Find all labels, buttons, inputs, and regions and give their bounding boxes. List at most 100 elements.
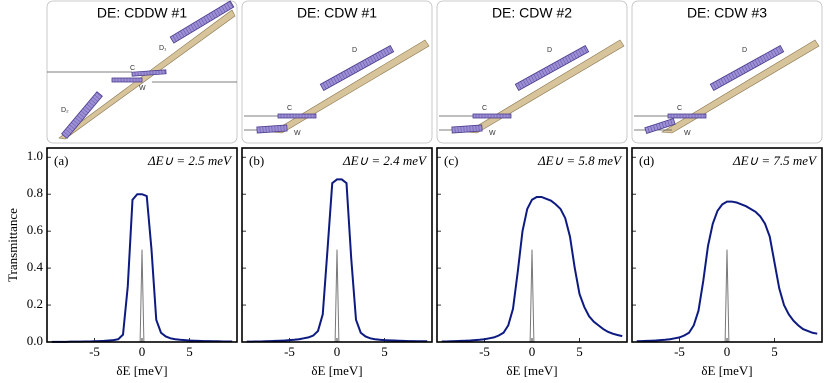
crystal-hatch <box>385 47 390 55</box>
crystal-body <box>514 45 590 91</box>
crystal-hatch <box>190 24 195 31</box>
x-axis-label: δE [meV] <box>506 363 557 378</box>
plot-frame <box>436 147 628 343</box>
crystal-hatch <box>349 68 353 75</box>
crystal-hatch <box>670 119 673 126</box>
crystal-hatch <box>65 129 71 134</box>
crystal-hatch <box>533 74 538 81</box>
crystal-hatch <box>375 53 379 61</box>
x-tick-label: 5 <box>186 344 193 359</box>
crystal-hatch <box>530 75 535 82</box>
crystal-hatch <box>762 55 767 62</box>
crystal <box>111 77 143 83</box>
crystal-hatch <box>229 1 234 8</box>
crystal <box>131 69 167 77</box>
x-tick-label: -5 <box>89 344 100 359</box>
crystal-hatch <box>736 69 741 77</box>
crystal-hatch <box>572 52 577 59</box>
crystal-hatch <box>92 96 98 102</box>
crystal-hatch <box>377 52 382 59</box>
diagram-title: DE: CDW #1 <box>297 5 377 21</box>
crystal-hatch <box>84 106 91 111</box>
x-axis-label: δE [meV] <box>116 363 167 378</box>
x-axis-label: δE [meV] <box>701 363 752 378</box>
crystal-hatch <box>549 65 553 72</box>
diagram-label: C <box>677 105 682 112</box>
crystal-hatch <box>723 76 728 84</box>
crystal-hatch <box>544 68 548 75</box>
crystal-hatch <box>63 131 70 137</box>
y-tick-label: 0.8 <box>27 185 43 200</box>
x-tick-label: 5 <box>381 344 388 359</box>
crystal-hatch <box>341 72 345 79</box>
crystal-hatch <box>554 62 559 69</box>
crystal-hatch <box>749 62 754 69</box>
crystal-hatch <box>75 117 81 123</box>
x-axis-label: δE [meV] <box>311 363 362 378</box>
crystal-hatch <box>570 53 574 61</box>
diagram-frame <box>241 0 433 144</box>
diagram-label: W <box>294 130 301 137</box>
crystal-hatch <box>731 72 735 79</box>
crystal-hatch <box>208 13 213 20</box>
crystal-hatch <box>661 122 664 128</box>
crystal-hatch <box>335 75 340 82</box>
crystal-hatch <box>216 9 221 16</box>
crystal <box>644 118 676 134</box>
crystal-hatch <box>725 75 730 82</box>
annotation: ΔE∪ = 7.5 meV <box>732 153 818 168</box>
crystal-hatch <box>218 7 223 14</box>
y-tick-label: 0.4 <box>27 259 44 274</box>
crystal-hatch <box>195 21 200 28</box>
crystal-hatch <box>325 81 330 88</box>
crystal-hatch <box>578 49 582 56</box>
crystal-hatch <box>733 71 738 78</box>
crystal-hatch <box>69 124 75 130</box>
diagram-frame <box>631 0 823 144</box>
crystal-hatch <box>338 74 343 81</box>
crystal-hatch <box>757 58 762 65</box>
crystal-hatch <box>356 63 361 71</box>
crystal <box>169 0 235 44</box>
crystal-hatch <box>520 81 525 88</box>
crystal-hatch <box>647 126 650 133</box>
crystal-hatch <box>759 56 764 63</box>
diagram-label: W <box>139 85 146 92</box>
diagram-title: DE: CDDW #1 <box>97 5 187 21</box>
crystal-hatch <box>528 76 533 84</box>
x-tick-label: 0 <box>334 344 341 359</box>
x-tick-label: 0 <box>139 344 146 359</box>
crystal-hatch <box>80 110 87 116</box>
series-line <box>441 195 623 343</box>
crystal-hatch <box>712 82 717 90</box>
crystal <box>709 45 785 91</box>
crystal-hatch <box>182 29 187 36</box>
crystal-hatch <box>770 50 775 58</box>
diagram-title: DE: CDW #3 <box>687 5 767 21</box>
crystal-hatch <box>172 35 177 42</box>
annotation: ΔE∪ = 5.8 meV <box>537 153 623 168</box>
panel-label: (d) <box>639 153 654 168</box>
crystal-hatch <box>221 6 226 13</box>
crystal-hatch <box>364 59 369 66</box>
crystal-hatch <box>90 99 97 104</box>
crystal-hatch <box>351 66 356 74</box>
crystal-body <box>131 69 167 77</box>
crystal-hatch <box>541 69 546 77</box>
crystal-hatch <box>322 82 327 90</box>
crystal-hatch <box>551 63 556 71</box>
crystal-hatch <box>359 62 364 69</box>
crystal-hatch <box>177 32 182 39</box>
diagram-label: W <box>684 130 691 137</box>
diagram-label: C <box>287 105 292 112</box>
diagram-label: C <box>482 105 487 112</box>
crystal-hatch <box>765 53 769 61</box>
crystal-hatch <box>773 49 777 56</box>
diagram-label: W <box>489 130 496 137</box>
crystal-hatch <box>562 58 567 65</box>
series-line <box>636 200 818 343</box>
crystal-hatch <box>650 125 653 132</box>
panel-label: (c) <box>444 153 458 168</box>
crystal <box>667 113 707 119</box>
